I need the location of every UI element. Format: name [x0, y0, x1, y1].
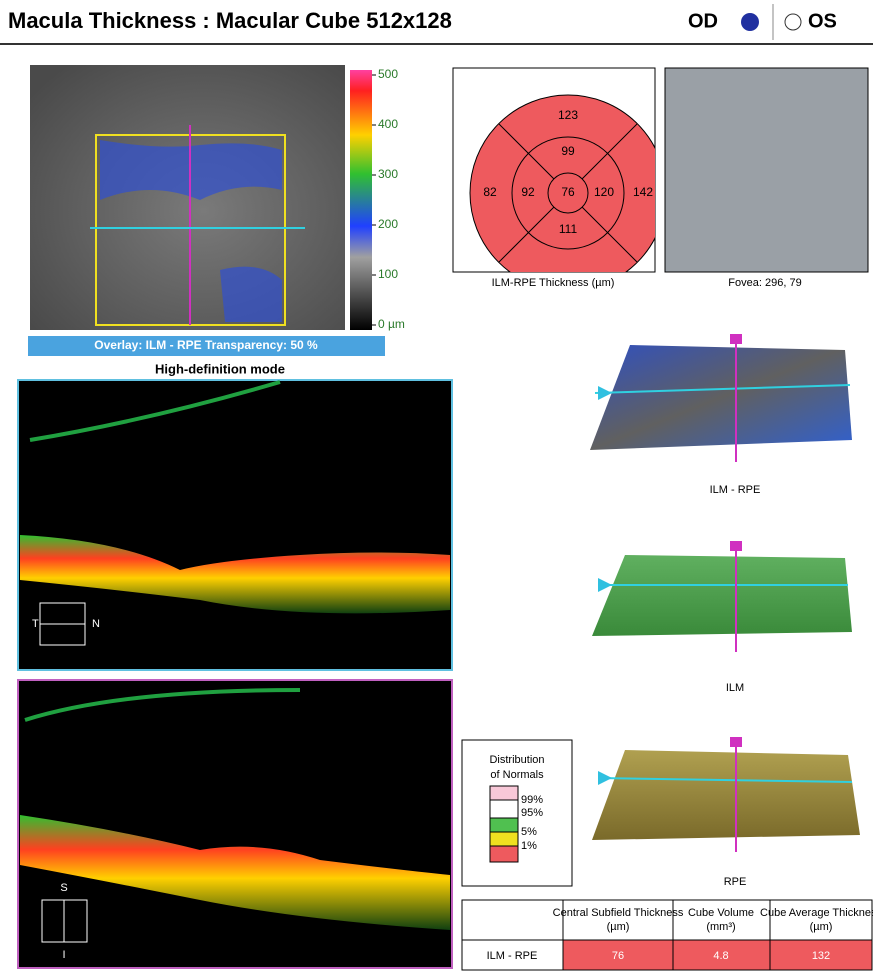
marker — [730, 334, 742, 344]
surface — [590, 345, 852, 450]
table-grid — [462, 900, 872, 970]
legend-swatch — [489, 785, 519, 801]
etdrs-dividers — [498, 123, 638, 263]
fovea-caption: Fovea: 296, 79 — [728, 277, 801, 289]
map-label: RPE — [724, 876, 747, 888]
scan-line-h — [597, 777, 853, 783]
surface — [592, 750, 860, 840]
color-scale — [350, 70, 372, 330]
map-ilm-rpe — [590, 334, 852, 462]
scan-line-h — [594, 384, 851, 394]
retina-band — [20, 535, 450, 614]
legend-item: 1% — [521, 840, 537, 852]
od-label: OD — [688, 10, 718, 32]
scale-label: 400 — [378, 117, 398, 131]
legend-swatch — [489, 799, 519, 819]
fundus-image — [30, 65, 345, 330]
etdrs-value: 142 — [633, 185, 653, 199]
legend-item: 95% — [521, 807, 543, 819]
legend-swatch — [489, 831, 519, 847]
legend-title: Distribution — [489, 754, 544, 766]
table-cell: 76 — [612, 950, 624, 962]
overlay-bar — [28, 336, 385, 356]
overlay-label: Overlay: ILM - RPE Transparency: 50 % — [94, 338, 318, 352]
os-radio[interactable] — [784, 13, 802, 31]
legend-swatch — [489, 845, 519, 863]
marker — [598, 771, 612, 785]
orient-s: S — [60, 882, 67, 894]
retina-band — [20, 815, 450, 930]
table-row-label: ILM - RPE — [487, 950, 538, 962]
legend-item: 99% — [521, 794, 543, 806]
bscan-horizontal — [17, 379, 453, 671]
etdrs-value: 111 — [559, 222, 578, 236]
table-header: Cube Volume (mm³) — [688, 907, 754, 933]
title: Macula Thickness : Macular Cube 512x128 — [8, 8, 452, 33]
scale-label: 300 — [378, 167, 398, 181]
orient-i: I — [62, 949, 65, 961]
table-header: Cube Average Thickness (µm) — [760, 907, 873, 933]
scale-label: 500 — [378, 67, 398, 81]
table-cell: 4.8 — [713, 950, 728, 962]
legend-item: 5% — [521, 826, 537, 838]
marker — [598, 578, 612, 592]
table-header: Central Subfield Thickness (µm) — [553, 907, 684, 933]
marker — [730, 737, 742, 747]
marker — [730, 541, 742, 551]
legend-title: of Normals — [490, 769, 544, 781]
etdrs-center — [547, 172, 589, 214]
scale-label: 100 — [378, 267, 398, 281]
od-radio[interactable] — [741, 13, 759, 31]
etdrs-caption: ILM-RPE Thickness (µm) — [492, 277, 615, 289]
map-ilm — [592, 541, 852, 652]
etdrs-value: 82 — [483, 185, 497, 199]
bscan-vertical — [17, 679, 453, 969]
scale-label: 0 µm — [378, 317, 405, 331]
table-row-fill — [562, 939, 873, 971]
etdrs-value: 76 — [561, 185, 575, 199]
map-label: ILM — [726, 682, 744, 694]
overlay-blob — [220, 266, 282, 322]
etdrs-value: 92 — [521, 185, 535, 199]
etdrs-value: 120 — [594, 185, 614, 199]
orient-n: N — [92, 618, 100, 630]
marker — [598, 386, 612, 400]
etdrs-value: 123 — [558, 108, 578, 122]
legend-swatch — [489, 817, 519, 833]
surface — [592, 555, 852, 636]
map-label: ILM - RPE — [710, 484, 761, 496]
map-rpe — [592, 737, 860, 852]
vitreous-line — [24, 688, 301, 722]
os-label: OS — [808, 10, 837, 32]
table-cell: 132 — [812, 950, 830, 962]
orient-t: T — [32, 618, 39, 630]
results-table — [461, 899, 873, 971]
scale-label: 200 — [378, 217, 398, 231]
fovea-image — [664, 67, 869, 273]
vitreous-line — [29, 380, 281, 442]
etdrs-value: 99 — [561, 144, 575, 158]
mode-label: High-definition mode — [155, 361, 285, 376]
